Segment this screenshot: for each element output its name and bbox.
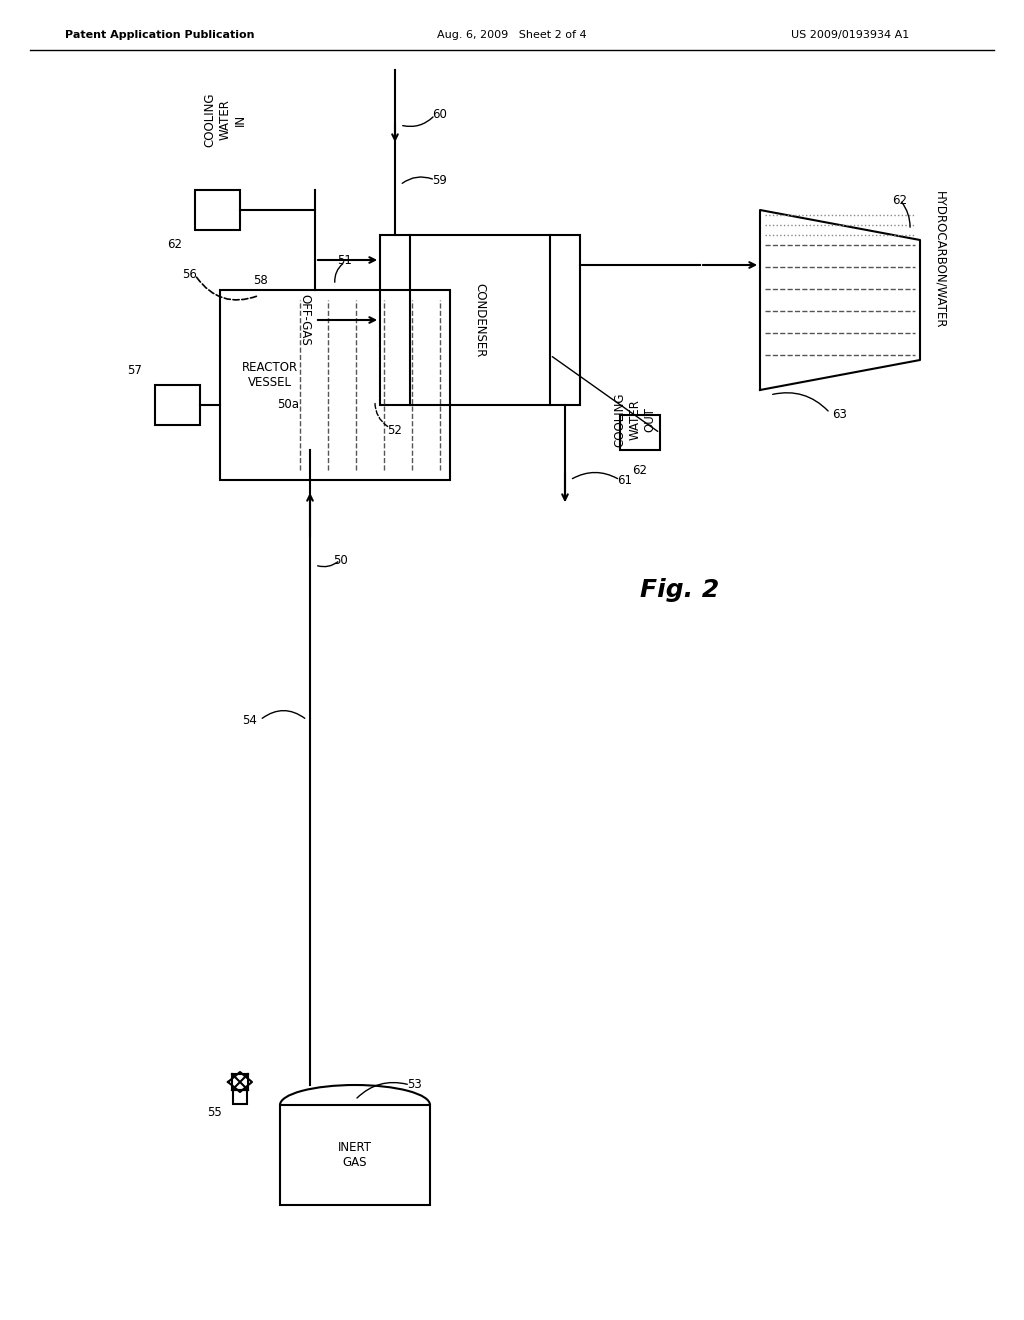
Text: 57: 57 <box>128 363 142 376</box>
Text: 58: 58 <box>253 273 267 286</box>
Text: COOLING
WATER
IN: COOLING WATER IN <box>204 92 247 148</box>
Text: Aug. 6, 2009   Sheet 2 of 4: Aug. 6, 2009 Sheet 2 of 4 <box>437 30 587 40</box>
Text: HYDROCARBON/WATER: HYDROCARBON/WATER <box>934 191 946 329</box>
Text: 56: 56 <box>182 268 198 281</box>
Text: 60: 60 <box>432 108 447 121</box>
Bar <box>620 414 660 450</box>
Text: 59: 59 <box>432 173 447 186</box>
Text: 62: 62 <box>633 463 647 477</box>
Bar <box>195 190 240 230</box>
Text: 61: 61 <box>617 474 633 487</box>
Bar <box>280 1105 430 1205</box>
Text: OFF-GAS: OFF-GAS <box>299 294 311 346</box>
Text: 55: 55 <box>208 1106 222 1118</box>
Text: 63: 63 <box>833 408 848 421</box>
Text: 50: 50 <box>333 553 347 566</box>
Text: COOLING
WATER
OUT: COOLING WATER OUT <box>613 393 656 447</box>
Bar <box>380 235 410 405</box>
Bar <box>232 1074 248 1090</box>
Text: Patent Application Publication: Patent Application Publication <box>66 30 255 40</box>
Text: 62: 62 <box>168 239 182 252</box>
Bar <box>220 290 450 480</box>
Text: REACTOR
VESSEL: REACTOR VESSEL <box>242 360 298 389</box>
Text: 52: 52 <box>387 424 402 437</box>
Text: CONDENSER: CONDENSER <box>473 282 486 358</box>
Text: 51: 51 <box>338 253 352 267</box>
Text: 54: 54 <box>243 714 257 726</box>
Text: US 2009/0193934 A1: US 2009/0193934 A1 <box>791 30 909 40</box>
Bar <box>550 235 580 405</box>
Bar <box>155 385 200 425</box>
Text: 62: 62 <box>893 194 907 206</box>
Bar <box>233 1090 247 1104</box>
Text: 50a: 50a <box>278 399 299 412</box>
Text: INERT
GAS: INERT GAS <box>338 1140 372 1170</box>
Text: Fig. 2: Fig. 2 <box>640 578 720 602</box>
Text: 53: 53 <box>408 1078 422 1092</box>
